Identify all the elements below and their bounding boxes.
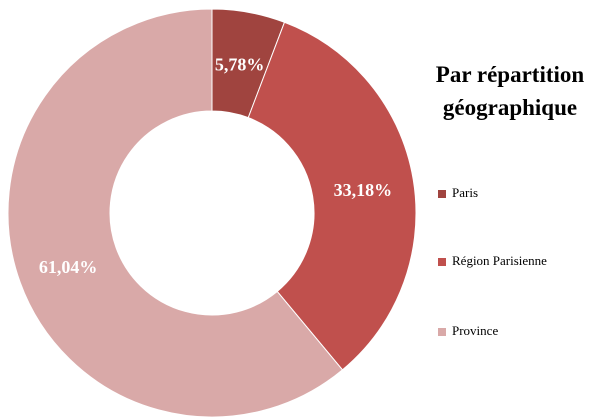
legend-label: Province <box>452 323 498 338</box>
donut-segment <box>247 21 417 371</box>
chart-title: Par répartition géographique <box>435 62 585 120</box>
legend-label: Région Parisienne <box>452 253 547 268</box>
legend-marker <box>438 258 446 266</box>
data-label: 5,78% <box>215 55 265 75</box>
legend-marker <box>438 328 446 336</box>
data-label: 33,18% <box>334 180 393 200</box>
donut-segment <box>7 8 344 417</box>
data-label: 61,04% <box>39 257 98 277</box>
legend-marker <box>438 190 446 198</box>
legend-label: Paris <box>452 185 478 200</box>
